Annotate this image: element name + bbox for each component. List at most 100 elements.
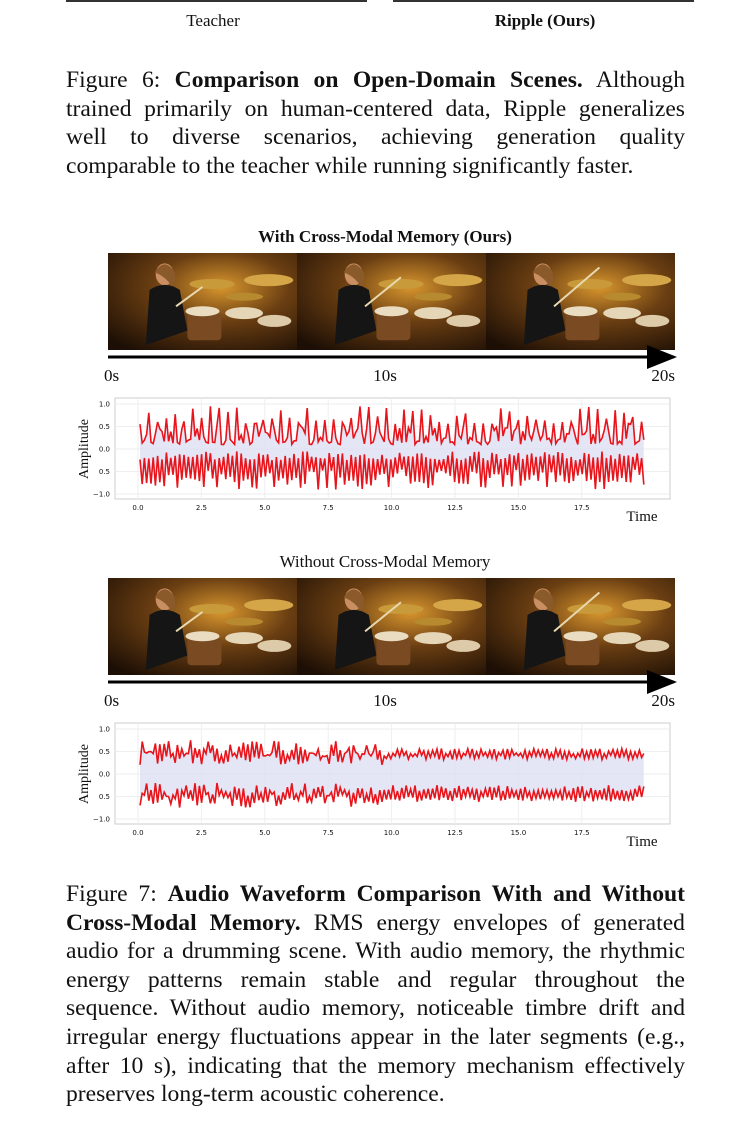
drum-stick	[175, 611, 204, 633]
drum	[374, 306, 409, 317]
axis-label: Time	[626, 509, 657, 525]
drum	[446, 314, 481, 327]
waveform-envelope	[139, 406, 645, 447]
x-tick-label: 5.0	[259, 504, 270, 512]
x-tick-label: 12.5	[447, 504, 463, 512]
drummer-body	[145, 609, 188, 671]
cymbal	[189, 604, 235, 615]
y-tick-label: 1.0	[99, 726, 110, 734]
x-tick-label: 7.5	[323, 829, 334, 837]
cymbal	[378, 279, 424, 290]
panel-label: Teacher	[186, 11, 240, 30]
waveform-envelope	[139, 740, 645, 765]
drum-stick	[175, 286, 204, 308]
drum	[185, 631, 220, 642]
caption-label: Figure 7:	[66, 881, 157, 907]
y-tick-label: 0.0	[99, 771, 110, 779]
x-tick-label: 0.0	[132, 504, 143, 512]
video-frame	[486, 253, 675, 350]
drummer-hair	[343, 264, 365, 287]
caption-text: RMS energy envelopes of generated audio …	[66, 909, 685, 1108]
drum	[257, 639, 292, 652]
drum-stick	[364, 276, 402, 308]
time-label: 20s	[651, 366, 675, 385]
drummer-body	[145, 284, 188, 346]
drummer-hair	[343, 589, 365, 612]
x-tick-label: 10.0	[384, 829, 400, 837]
cymbal	[225, 292, 263, 301]
figure-caption: Figure 6: Comparison on Open-Domain Scen…	[66, 66, 685, 180]
time-label: 10s	[373, 366, 397, 385]
cymbal	[225, 617, 263, 626]
y-tick-label: −1.0	[93, 816, 110, 824]
drum	[187, 638, 222, 666]
drum	[603, 307, 641, 320]
figure-caption: Figure 7: Audio Waveform Comparison With…	[66, 880, 685, 1109]
drum	[225, 632, 263, 645]
drummer-body	[523, 284, 566, 346]
drummer-hair	[154, 589, 176, 612]
y-tick-label: 1.0	[99, 401, 110, 409]
y-tick-label: 0.5	[99, 748, 110, 756]
drum-stick	[364, 601, 402, 633]
drum	[187, 313, 222, 341]
drum	[225, 307, 263, 320]
y-tick-label: 0.5	[99, 793, 110, 801]
drummer-body	[523, 609, 566, 671]
cymbal	[622, 599, 672, 612]
panel-title: With Cross-Modal Memory (Ours)	[258, 227, 512, 246]
caption-text: Although trained primarily on human-cent…	[66, 67, 685, 179]
drummer-body	[334, 284, 377, 346]
x-tick-label: 17.5	[574, 829, 590, 837]
drummer-body	[334, 609, 377, 671]
panel-title: Without Cross-Modal Memory	[280, 552, 491, 571]
cymbal	[622, 274, 672, 287]
x-tick-label: 5.0	[259, 829, 270, 837]
drum	[414, 307, 452, 320]
time-label: 10s	[373, 691, 397, 710]
drummer-hair	[532, 264, 554, 287]
video-frame	[486, 578, 675, 675]
cymbal	[567, 604, 613, 615]
axis-label: Time	[626, 834, 657, 850]
drum-stick	[553, 266, 601, 308]
drum	[185, 306, 220, 317]
waveform-envelope	[139, 782, 645, 808]
axis-label: Amplitude	[77, 744, 92, 804]
x-tick-label: 2.5	[196, 504, 207, 512]
y-tick-label: −1.0	[93, 491, 110, 499]
drum	[446, 639, 481, 652]
cymbal	[244, 599, 294, 612]
cymbal	[567, 279, 613, 290]
cymbal	[433, 274, 483, 287]
cymbal	[414, 292, 452, 301]
cymbal	[414, 617, 452, 626]
x-tick-label: 0.0	[132, 829, 143, 837]
x-tick-label: 12.5	[447, 829, 463, 837]
drum	[374, 631, 409, 642]
caption-title: Audio Waveform Comparison With and Witho…	[66, 881, 685, 936]
x-tick-label: 15.0	[511, 829, 527, 837]
x-tick-label: 17.5	[574, 504, 590, 512]
cymbal	[244, 274, 294, 287]
drum	[563, 306, 598, 317]
drum	[565, 638, 600, 666]
time-label: 0s	[104, 366, 119, 385]
x-tick-label: 10.0	[384, 504, 400, 512]
time-label: 20s	[651, 691, 675, 710]
drum	[257, 314, 292, 327]
drum	[635, 314, 670, 327]
axis-label: Amplitude	[77, 419, 92, 479]
cymbal	[603, 617, 641, 626]
x-tick-label: 2.5	[196, 829, 207, 837]
drum	[376, 638, 411, 666]
waveform-envelope	[139, 451, 645, 490]
video-frame	[297, 578, 486, 675]
time-label: 0s	[104, 691, 119, 710]
drum	[414, 632, 452, 645]
drum	[603, 632, 641, 645]
x-tick-label: 15.0	[511, 504, 527, 512]
drummer-hair	[154, 264, 176, 287]
